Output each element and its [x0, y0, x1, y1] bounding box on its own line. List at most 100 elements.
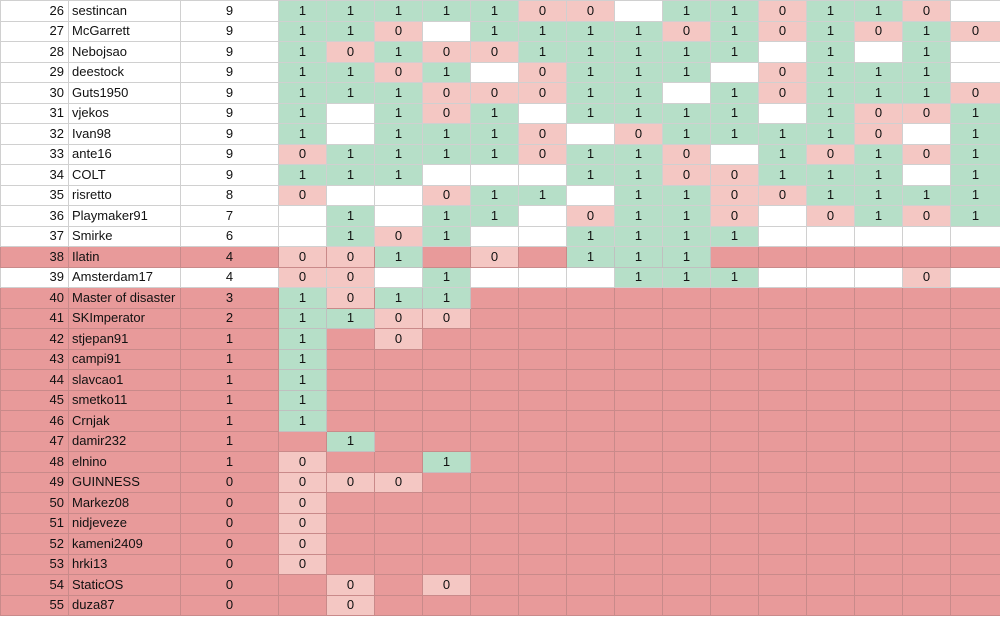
result-cell[interactable]: 0: [806, 143, 855, 165]
result-cell[interactable]: [950, 594, 1000, 616]
result-cell[interactable]: [614, 369, 663, 391]
result-cell[interactable]: [758, 451, 807, 473]
result-cell[interactable]: 1: [278, 164, 327, 186]
result-cell[interactable]: 1: [710, 266, 759, 288]
result-cell[interactable]: [854, 225, 903, 247]
result-cell[interactable]: 1: [662, 102, 711, 124]
result-cell[interactable]: [950, 553, 1000, 575]
result-cell[interactable]: 1: [854, 184, 903, 206]
result-cell[interactable]: [518, 492, 567, 514]
result-cell[interactable]: 1: [326, 307, 375, 329]
result-cell[interactable]: [806, 533, 855, 555]
result-cell[interactable]: [902, 594, 951, 616]
result-cell[interactable]: [710, 471, 759, 493]
result-cell[interactable]: [566, 348, 615, 370]
rank-cell[interactable]: 54: [0, 574, 69, 596]
result-cell[interactable]: [902, 369, 951, 391]
player-name-cell[interactable]: deestock: [68, 61, 181, 83]
player-name-cell[interactable]: SKImperator: [68, 307, 181, 329]
result-cell[interactable]: [518, 553, 567, 575]
player-name-cell[interactable]: stjepan91: [68, 328, 181, 350]
result-cell[interactable]: 0: [422, 82, 471, 104]
player-name-cell[interactable]: nidjeveze: [68, 512, 181, 534]
total-score-cell[interactable]: 7: [180, 205, 279, 227]
result-cell[interactable]: [662, 307, 711, 329]
result-cell[interactable]: [950, 348, 1000, 370]
result-cell[interactable]: [806, 369, 855, 391]
result-cell[interactable]: 1: [566, 164, 615, 186]
result-cell[interactable]: [662, 389, 711, 411]
result-cell[interactable]: [470, 553, 519, 575]
result-cell[interactable]: [758, 369, 807, 391]
result-cell[interactable]: [806, 328, 855, 350]
result-cell[interactable]: [710, 594, 759, 616]
result-cell[interactable]: [806, 492, 855, 514]
rank-cell[interactable]: 44: [0, 369, 69, 391]
result-cell[interactable]: [902, 287, 951, 309]
result-cell[interactable]: 1: [806, 0, 855, 22]
result-cell[interactable]: 0: [470, 246, 519, 268]
result-cell[interactable]: 1: [278, 328, 327, 350]
result-cell[interactable]: [326, 184, 375, 206]
result-cell[interactable]: 1: [710, 225, 759, 247]
result-cell[interactable]: 1: [806, 41, 855, 63]
result-cell[interactable]: 1: [278, 410, 327, 432]
result-cell[interactable]: 0: [758, 82, 807, 104]
result-cell[interactable]: 1: [278, 82, 327, 104]
result-cell[interactable]: 1: [374, 287, 423, 309]
result-cell[interactable]: 1: [950, 184, 1000, 206]
result-cell[interactable]: [758, 225, 807, 247]
total-score-cell[interactable]: 1: [180, 430, 279, 452]
result-cell[interactable]: 1: [422, 0, 471, 22]
result-cell[interactable]: 1: [806, 61, 855, 83]
result-cell[interactable]: [566, 430, 615, 452]
result-cell[interactable]: 1: [710, 20, 759, 42]
result-cell[interactable]: [470, 348, 519, 370]
result-cell[interactable]: 0: [470, 41, 519, 63]
result-cell[interactable]: 1: [566, 61, 615, 83]
result-cell[interactable]: 1: [470, 102, 519, 124]
result-cell[interactable]: 1: [854, 205, 903, 227]
result-cell[interactable]: [422, 164, 471, 186]
result-cell[interactable]: 1: [566, 20, 615, 42]
result-cell[interactable]: [758, 533, 807, 555]
result-cell[interactable]: [662, 533, 711, 555]
result-cell[interactable]: [470, 512, 519, 534]
result-cell[interactable]: [662, 328, 711, 350]
result-cell[interactable]: [326, 328, 375, 350]
result-cell[interactable]: 1: [902, 41, 951, 63]
result-cell[interactable]: 1: [470, 0, 519, 22]
result-cell[interactable]: [278, 430, 327, 452]
result-cell[interactable]: [806, 266, 855, 288]
result-cell[interactable]: 1: [950, 143, 1000, 165]
player-name-cell[interactable]: kameni2409: [68, 533, 181, 555]
result-cell[interactable]: [518, 574, 567, 596]
result-cell[interactable]: [710, 410, 759, 432]
total-score-cell[interactable]: 9: [180, 164, 279, 186]
result-cell[interactable]: [614, 451, 663, 473]
result-cell[interactable]: [374, 451, 423, 473]
result-cell[interactable]: [374, 553, 423, 575]
result-cell[interactable]: [758, 102, 807, 124]
result-cell[interactable]: [950, 225, 1000, 247]
result-cell[interactable]: [902, 533, 951, 555]
result-cell[interactable]: [374, 430, 423, 452]
result-cell[interactable]: [614, 328, 663, 350]
result-cell[interactable]: [950, 410, 1000, 432]
total-score-cell[interactable]: 0: [180, 553, 279, 575]
result-cell[interactable]: [902, 307, 951, 329]
result-cell[interactable]: [566, 369, 615, 391]
result-cell[interactable]: [422, 471, 471, 493]
result-cell[interactable]: [662, 430, 711, 452]
result-cell[interactable]: 0: [518, 61, 567, 83]
rank-cell[interactable]: 31: [0, 102, 69, 124]
result-cell[interactable]: 0: [758, 61, 807, 83]
rank-cell[interactable]: 55: [0, 594, 69, 616]
result-cell[interactable]: 1: [614, 225, 663, 247]
result-cell[interactable]: [470, 287, 519, 309]
result-cell[interactable]: [854, 287, 903, 309]
result-cell[interactable]: [326, 533, 375, 555]
result-cell[interactable]: 0: [278, 512, 327, 534]
rank-cell[interactable]: 28: [0, 41, 69, 63]
result-cell[interactable]: [422, 594, 471, 616]
